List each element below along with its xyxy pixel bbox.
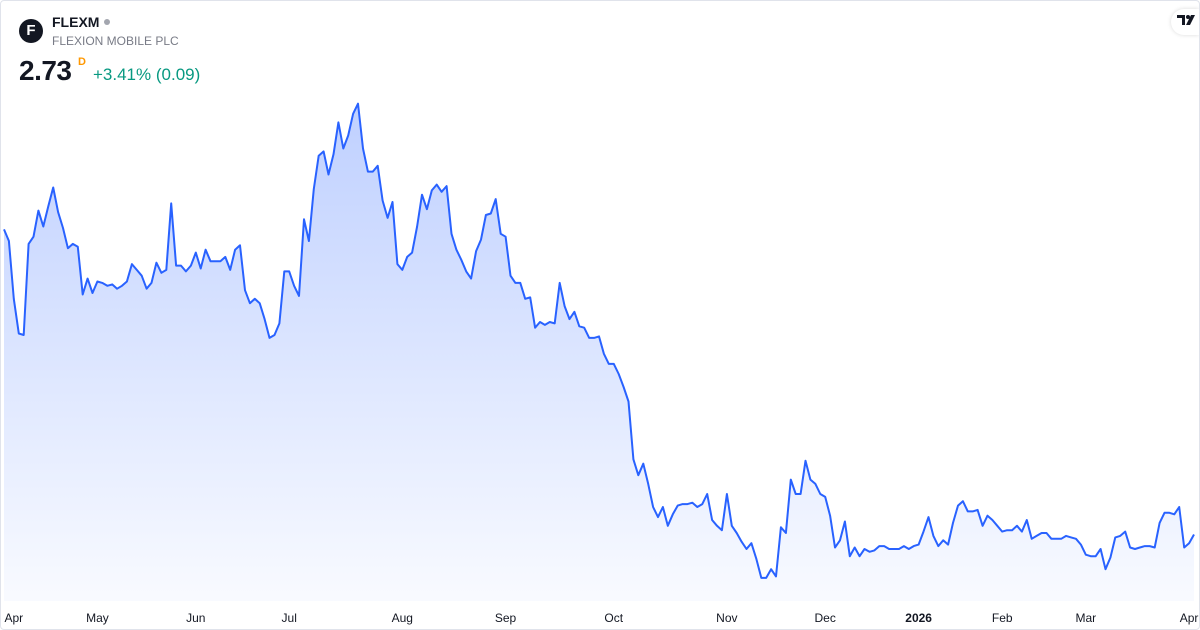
x-tick-label: 2026 <box>905 611 932 625</box>
symbol[interactable]: FLEXM <box>52 14 111 30</box>
x-tick-label: Aug <box>392 611 413 625</box>
x-tick-label: Sep <box>495 611 517 625</box>
logo-icon <box>1177 15 1195 25</box>
x-tick-label: Apr <box>1180 611 1199 625</box>
logo: F <box>19 19 43 43</box>
status-dot <box>104 19 111 25</box>
x-tick-label: Oct <box>604 611 623 625</box>
price-flag: D <box>78 56 86 68</box>
x-tick-label: May <box>86 611 109 625</box>
symbol-text[interactable]: FLEXM <box>52 14 100 30</box>
price-line <box>3 102 1195 579</box>
company-name: FLEXION MOBILE PLC <box>52 34 179 48</box>
x-tick-label: Feb <box>992 611 1013 625</box>
change: +3.41% (0.09) <box>93 65 201 84</box>
x-tick-label: Jun <box>186 611 205 625</box>
x-tick-label: Mar <box>1075 611 1096 625</box>
price: 2.73 <box>19 55 72 86</box>
x-tick-label: Nov <box>716 611 737 625</box>
area-fill <box>4 103 1194 601</box>
x-tick-label: Apr <box>4 611 23 625</box>
x-tick-label: Dec <box>815 611 836 625</box>
tradingview-logo[interactable] <box>1171 9 1199 35</box>
x-tick-label: Jul <box>282 611 297 625</box>
